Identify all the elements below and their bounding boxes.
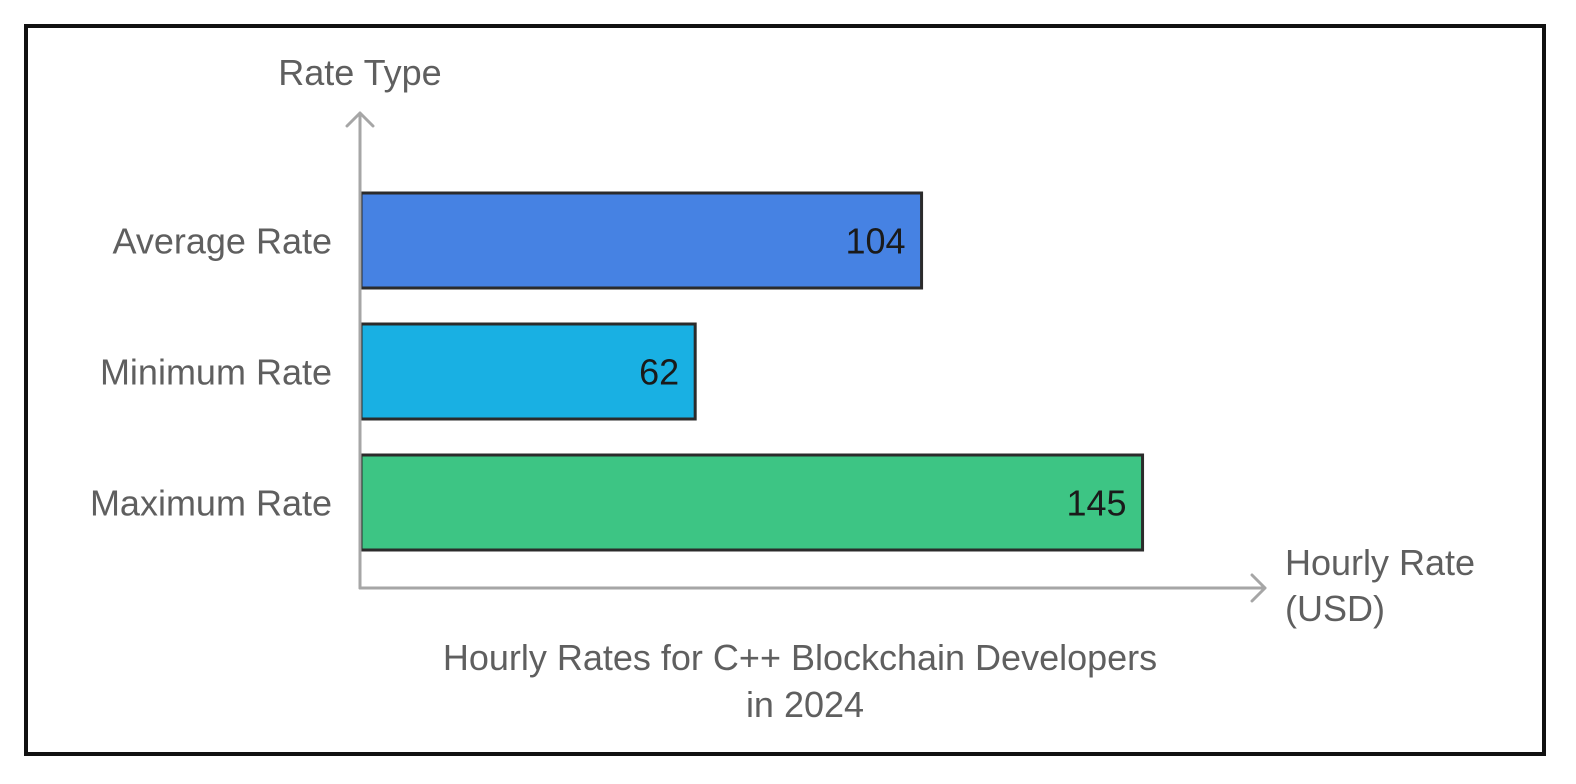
category-label-minimum-rate: Minimum Rate [100, 352, 332, 393]
chart-frame [24, 24, 1546, 756]
bar-average-rate [359, 191, 924, 290]
bar-maximum-rate [359, 453, 1145, 552]
x-axis-line [358, 573, 1267, 603]
value-label-average-rate: 104 [845, 221, 905, 262]
y-axis-title: Rate Type [278, 52, 441, 93]
x-axis-title-line-2: (USD) [1285, 588, 1385, 629]
x-axis-title: Hourly Rate (USD) [1285, 542, 1485, 629]
bar-minimum-rate [359, 322, 697, 421]
category-label-maximum-rate: Maximum Rate [90, 483, 332, 524]
chart-title-line-1: Hourly Rates for C++ Blockchain Develope… [443, 637, 1157, 678]
chart-title-line-2: in 2024 [746, 684, 864, 725]
category-label-average-rate: Average Rate [113, 221, 332, 262]
bars-layer: 104 Average Rate 62 Minimum Rate 145 Maximum … [90, 191, 1145, 552]
value-label-minimum-rate: 62 [639, 352, 679, 393]
y-axis-line [345, 111, 375, 590]
chart-title: Hourly Rates for C++ Blockchain Develope… [443, 637, 1167, 725]
value-label-maximum-rate: 145 [1066, 483, 1126, 524]
x-axis-title-line-1: Hourly Rate [1285, 542, 1475, 583]
